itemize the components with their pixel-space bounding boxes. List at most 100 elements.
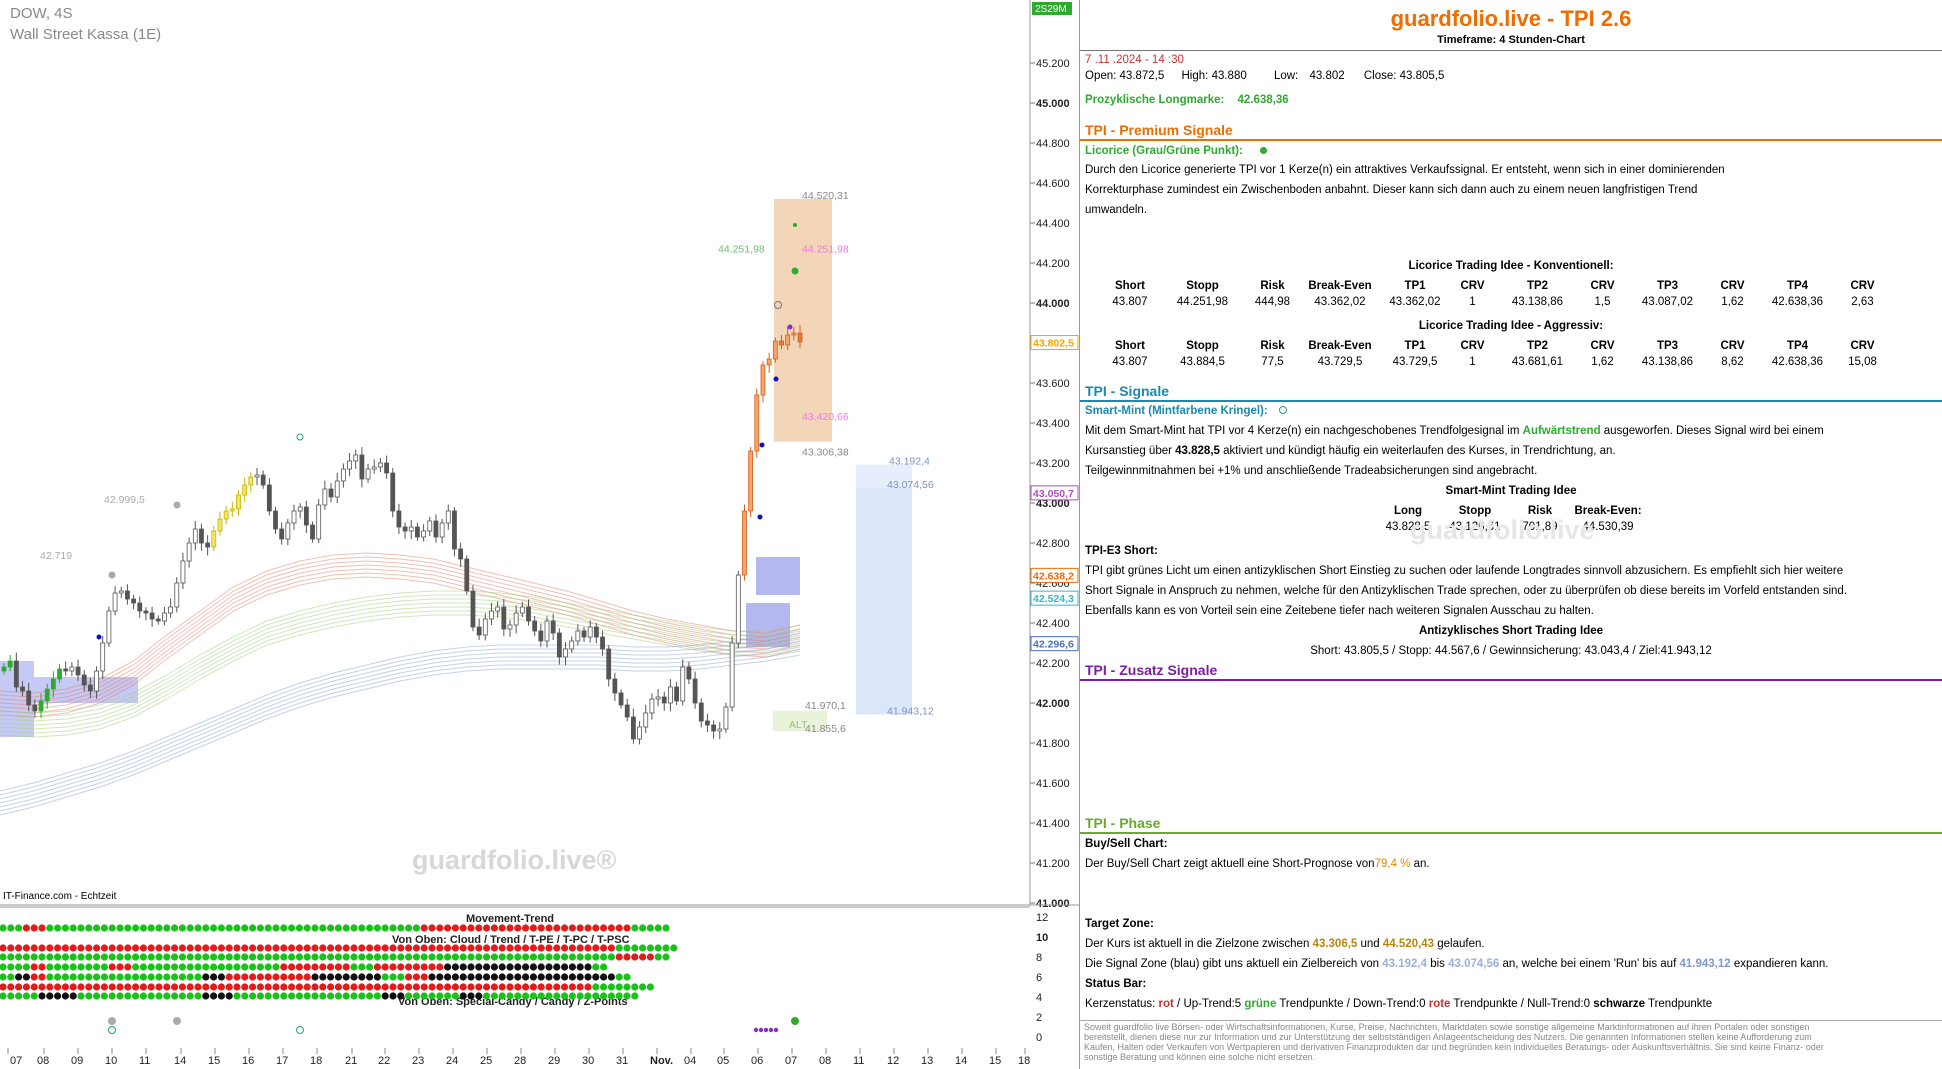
trend-dot xyxy=(607,983,616,991)
trend-dot xyxy=(506,973,514,981)
trend-dot xyxy=(7,953,15,961)
trend-dot xyxy=(389,992,397,1000)
trend-dot xyxy=(561,944,569,952)
x-tick-label: 16 xyxy=(242,1055,254,1067)
candle-body xyxy=(285,522,291,540)
trend-dot xyxy=(537,963,545,971)
trend-dot xyxy=(69,963,77,971)
candle-body xyxy=(396,510,402,528)
trend-dot xyxy=(0,953,7,961)
trend-dot xyxy=(272,924,280,932)
candle-body xyxy=(13,660,19,688)
ribbon-line xyxy=(0,614,801,738)
trend-dot xyxy=(69,953,77,961)
candle-body xyxy=(248,476,254,486)
trend-dot xyxy=(7,944,15,952)
trend-dot xyxy=(358,953,366,961)
trend-dot xyxy=(327,973,335,981)
trend-dot xyxy=(100,963,108,971)
trend-dot xyxy=(662,944,670,952)
candle-body xyxy=(606,648,612,680)
x-tick-label: 30 xyxy=(582,1055,594,1067)
trend-dot xyxy=(303,992,311,1000)
candle-body xyxy=(143,610,149,614)
x-tick-label: 10 xyxy=(105,1055,117,1067)
trend-dot xyxy=(46,953,54,961)
trend-dot xyxy=(568,983,577,991)
trend-dot xyxy=(327,944,335,952)
ribbon-line xyxy=(0,610,801,734)
table-cell: 43.729,5 xyxy=(1392,356,1438,368)
trend-dot xyxy=(319,953,327,961)
source-label: IT-Finance.com - Echtzeit xyxy=(3,891,117,902)
trend-dot xyxy=(553,992,561,1000)
trend-dot xyxy=(366,953,374,961)
licorice-dot xyxy=(791,267,799,275)
bs-label: Buy/Sell Chart: xyxy=(1085,838,1168,850)
trend-dot xyxy=(210,992,218,1000)
trend-dot xyxy=(475,973,483,981)
trend-dot xyxy=(116,963,124,971)
candle-body xyxy=(297,506,303,512)
trend-dot xyxy=(498,973,506,981)
trend-dot xyxy=(132,924,140,932)
price-chart[interactable]: 45.200 45.000 44.800 44.600 44.400 44.200 44.0… xyxy=(0,0,1080,1069)
trend-dot xyxy=(30,924,38,932)
trend-dot xyxy=(327,992,335,1000)
trend-dot xyxy=(116,924,124,932)
trend-dot xyxy=(303,944,311,952)
candle-body xyxy=(668,686,673,704)
trend-dot xyxy=(0,973,7,981)
trend-dot xyxy=(428,944,436,952)
trend-dot xyxy=(225,992,233,1000)
trend-dot xyxy=(545,963,553,971)
ribbon-line xyxy=(0,650,801,812)
trend-dot xyxy=(592,992,600,1000)
trend-dot xyxy=(61,963,69,971)
candle-body xyxy=(723,706,729,730)
trend-dot xyxy=(178,963,186,971)
trend-dot xyxy=(69,973,77,981)
trend-dot xyxy=(545,953,553,961)
trend-dot xyxy=(545,944,553,952)
trend-dot xyxy=(483,944,491,952)
trend-dot xyxy=(178,944,186,952)
chart-panel[interactable]: 45.200 45.000 44.800 44.600 44.400 44.200 44.0… xyxy=(0,0,1080,1069)
candle-body xyxy=(421,530,426,538)
candle-body xyxy=(452,510,457,550)
trend-dot xyxy=(280,983,288,991)
trend-dot xyxy=(522,924,530,932)
trend-dot xyxy=(256,983,264,991)
trend-dot xyxy=(147,992,155,1000)
table-cell: 1,5 xyxy=(1594,296,1611,308)
candle-body xyxy=(612,678,618,694)
table-cell: 43.884,5 xyxy=(1180,356,1225,368)
trend-dot xyxy=(576,944,584,952)
trend-dot xyxy=(451,983,459,991)
trend-dot xyxy=(7,992,15,1000)
trend-dot xyxy=(288,953,296,961)
trend-dot xyxy=(545,983,553,991)
x-tick-label: 11 xyxy=(139,1055,150,1067)
trend-dot xyxy=(428,973,436,981)
trend-dot xyxy=(545,992,553,1000)
trend-dot xyxy=(436,992,444,1000)
price-flag xyxy=(1030,590,1079,606)
trend-dot xyxy=(38,953,46,961)
trend-dot xyxy=(132,963,140,971)
candle-body xyxy=(735,574,741,644)
trend-dot xyxy=(15,924,23,932)
candle-body xyxy=(1,666,7,672)
trend-dot xyxy=(389,963,397,971)
trend-dot xyxy=(288,963,296,971)
trend-dot xyxy=(568,924,577,932)
trend-dot xyxy=(22,983,30,991)
trend-dot xyxy=(459,963,467,971)
trend-dot xyxy=(171,944,179,952)
trend-dot xyxy=(444,983,452,991)
candle-body xyxy=(445,510,451,524)
table-cell: 43.087,02 xyxy=(1641,296,1694,308)
trend-dot xyxy=(61,944,69,952)
x-tick-label: 05 xyxy=(717,1055,729,1067)
candle-body xyxy=(470,590,476,628)
